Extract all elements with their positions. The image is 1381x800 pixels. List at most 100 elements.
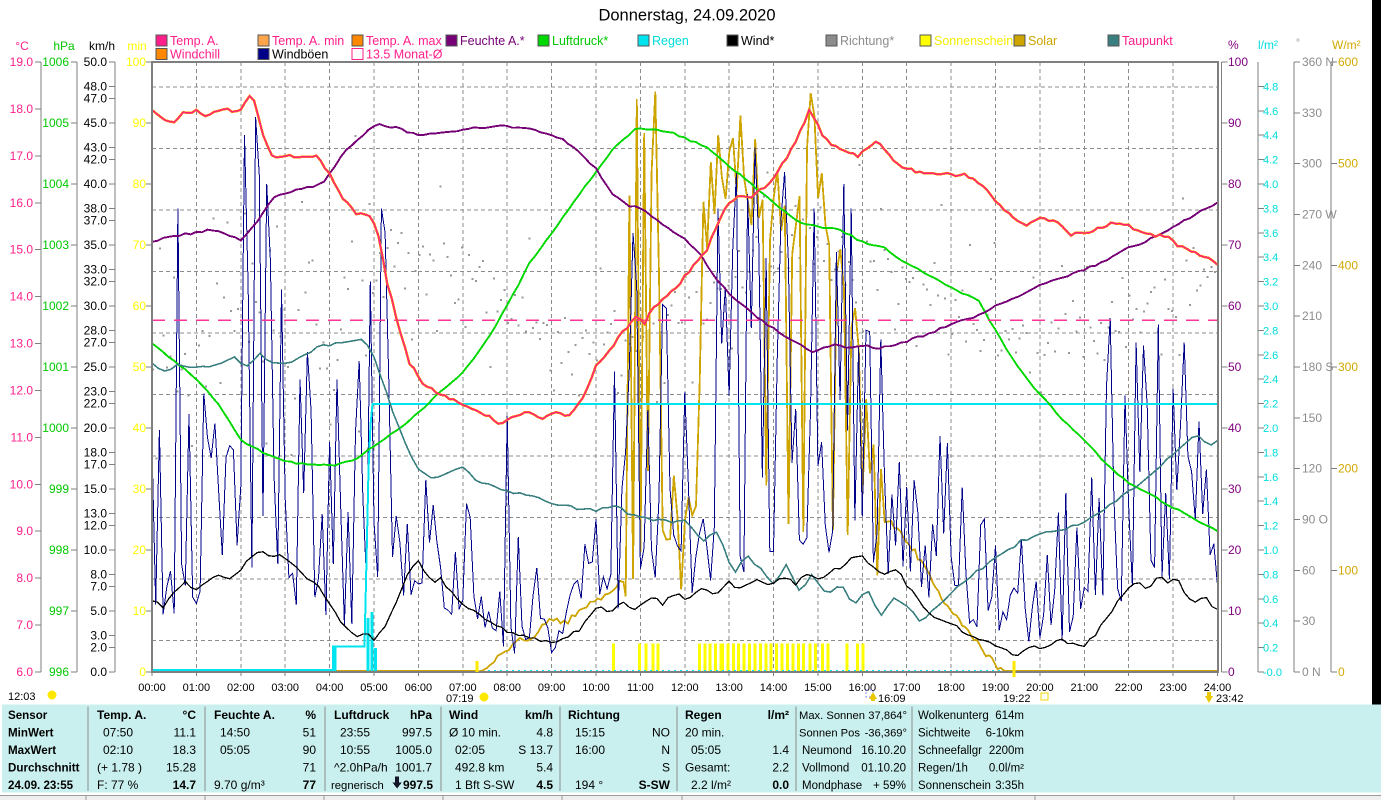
svg-text:47.0: 47.0 xyxy=(84,92,108,106)
svg-text:120: 120 xyxy=(1302,462,1322,476)
svg-text:90: 90 xyxy=(1228,116,1242,130)
svg-text:Sichtweite: Sichtweite xyxy=(918,728,970,740)
svg-text:Richtung: Richtung xyxy=(568,708,620,722)
svg-text:23:00: 23:00 xyxy=(1159,682,1187,694)
svg-text:6.0: 6.0 xyxy=(16,665,33,679)
svg-text:37,864°: 37,864° xyxy=(868,710,907,722)
svg-text:1001: 1001 xyxy=(42,360,69,374)
svg-text:l/m²: l/m² xyxy=(768,708,789,722)
svg-text:min: min xyxy=(127,39,146,53)
svg-text:02:00: 02:00 xyxy=(227,682,255,694)
svg-text:0.4: 0.4 xyxy=(1263,618,1278,630)
svg-text:18.0: 18.0 xyxy=(84,445,108,459)
svg-text:00:00: 00:00 xyxy=(138,682,166,694)
svg-text:05:05: 05:05 xyxy=(220,743,250,757)
svg-text:13.0: 13.0 xyxy=(10,337,34,351)
svg-text:Feuchte A.: Feuchte A. xyxy=(214,708,275,722)
svg-text:30: 30 xyxy=(133,482,147,496)
svg-text:1003: 1003 xyxy=(42,238,69,252)
svg-text:Regen: Regen xyxy=(685,708,722,722)
svg-text:N: N xyxy=(661,743,670,757)
svg-text:20.0: 20.0 xyxy=(84,421,108,435)
svg-text:Luftdruck: Luftdruck xyxy=(334,708,390,722)
svg-text:2.6: 2.6 xyxy=(1263,350,1278,362)
svg-text:4.8: 4.8 xyxy=(536,726,553,740)
svg-text:S-SW: S-SW xyxy=(639,778,671,792)
svg-text:21:00: 21:00 xyxy=(1071,682,1099,694)
svg-text:2200m: 2200m xyxy=(989,745,1024,757)
svg-text:Sensor: Sensor xyxy=(8,709,48,722)
svg-text:Neumond: Neumond xyxy=(802,745,852,757)
svg-text:W/m²: W/m² xyxy=(1332,38,1361,52)
svg-text:1.6: 1.6 xyxy=(1263,472,1278,484)
svg-text:9.70 g/m³: 9.70 g/m³ xyxy=(214,778,265,792)
svg-text:05:05: 05:05 xyxy=(691,743,721,757)
svg-text:40.0: 40.0 xyxy=(84,177,108,191)
svg-text:997: 997 xyxy=(49,604,69,618)
svg-text:45.0: 45.0 xyxy=(84,116,108,130)
svg-text:1 Bft S-SW: 1 Bft S-SW xyxy=(455,778,515,792)
svg-text:-36,369°: -36,369° xyxy=(865,728,907,740)
svg-text:Regen/1h: Regen/1h xyxy=(918,763,968,775)
svg-text:200: 200 xyxy=(1338,462,1358,476)
svg-text:01.10.20: 01.10.20 xyxy=(861,763,906,775)
svg-text:14.0: 14.0 xyxy=(10,290,34,304)
svg-text:16:00: 16:00 xyxy=(849,682,877,694)
svg-text:Windchill: Windchill xyxy=(170,48,220,62)
svg-text:1006: 1006 xyxy=(42,55,69,69)
svg-text:60: 60 xyxy=(1302,563,1316,577)
svg-text:614m: 614m xyxy=(995,710,1024,722)
svg-text:11.0: 11.0 xyxy=(11,430,34,444)
svg-text:999: 999 xyxy=(49,482,69,496)
svg-text:240: 240 xyxy=(1302,258,1322,272)
svg-text:70: 70 xyxy=(1228,238,1242,252)
svg-text:90: 90 xyxy=(303,743,317,757)
svg-text:0.0: 0.0 xyxy=(90,665,107,679)
svg-text:400: 400 xyxy=(1338,258,1358,272)
svg-text:Temp. A.: Temp. A. xyxy=(97,708,146,722)
svg-text:hPa: hPa xyxy=(410,708,432,722)
svg-text:360 N: 360 N xyxy=(1302,55,1334,69)
svg-text:Feuchte A.*: Feuchte A.* xyxy=(460,34,525,48)
svg-text:2.2: 2.2 xyxy=(1263,399,1278,411)
svg-text:8.0: 8.0 xyxy=(90,567,107,581)
svg-text:Max. Sonnen: Max. Sonnen xyxy=(799,710,865,722)
svg-text:4.6: 4.6 xyxy=(1263,106,1278,118)
svg-text:35.0: 35.0 xyxy=(84,238,108,252)
svg-text:MinWert: MinWert xyxy=(8,727,54,740)
svg-text:°: ° xyxy=(1296,38,1300,49)
svg-text:08:00: 08:00 xyxy=(493,682,521,694)
svg-text:24:00: 24:00 xyxy=(1204,682,1232,694)
svg-text:1.4: 1.4 xyxy=(1263,496,1278,508)
svg-text:4.0: 4.0 xyxy=(1263,179,1278,191)
svg-text:4.4: 4.4 xyxy=(1263,130,1278,142)
svg-text:1.8: 1.8 xyxy=(1263,447,1278,459)
svg-text:997.5: 997.5 xyxy=(402,726,432,740)
svg-text:10:55: 10:55 xyxy=(340,743,370,757)
svg-text:3.2: 3.2 xyxy=(1263,277,1278,289)
svg-text:270 W: 270 W xyxy=(1302,208,1337,222)
svg-text:Windböen: Windböen xyxy=(272,48,328,62)
svg-text:07:00: 07:00 xyxy=(449,682,477,694)
svg-text:15:00: 15:00 xyxy=(804,682,832,694)
svg-text:3.8: 3.8 xyxy=(1263,203,1278,215)
svg-text:+ 59%: + 59% xyxy=(873,780,906,792)
svg-text:1000: 1000 xyxy=(42,421,69,435)
svg-text:30.0: 30.0 xyxy=(84,299,108,313)
svg-text:07:19: 07:19 xyxy=(446,693,474,705)
svg-text:02:05: 02:05 xyxy=(455,743,485,757)
svg-text:998: 998 xyxy=(49,543,69,557)
svg-text:Durchschnitt: Durchschnitt xyxy=(8,762,80,775)
svg-text:50: 50 xyxy=(133,360,147,374)
svg-text:km/h: km/h xyxy=(525,708,553,722)
svg-text:0.2: 0.2 xyxy=(1263,643,1278,655)
svg-text:7.0: 7.0 xyxy=(90,580,107,594)
svg-text:Sonnen Pos: Sonnen Pos xyxy=(799,728,860,740)
svg-text:l/m²: l/m² xyxy=(1258,38,1278,52)
svg-text:0.0: 0.0 xyxy=(772,778,789,792)
svg-text:%: % xyxy=(1228,38,1239,52)
svg-text:4.2: 4.2 xyxy=(1263,155,1278,167)
svg-text:27.0: 27.0 xyxy=(84,336,108,350)
svg-text:12.0: 12.0 xyxy=(10,384,34,398)
svg-text:4.8: 4.8 xyxy=(1263,81,1278,93)
